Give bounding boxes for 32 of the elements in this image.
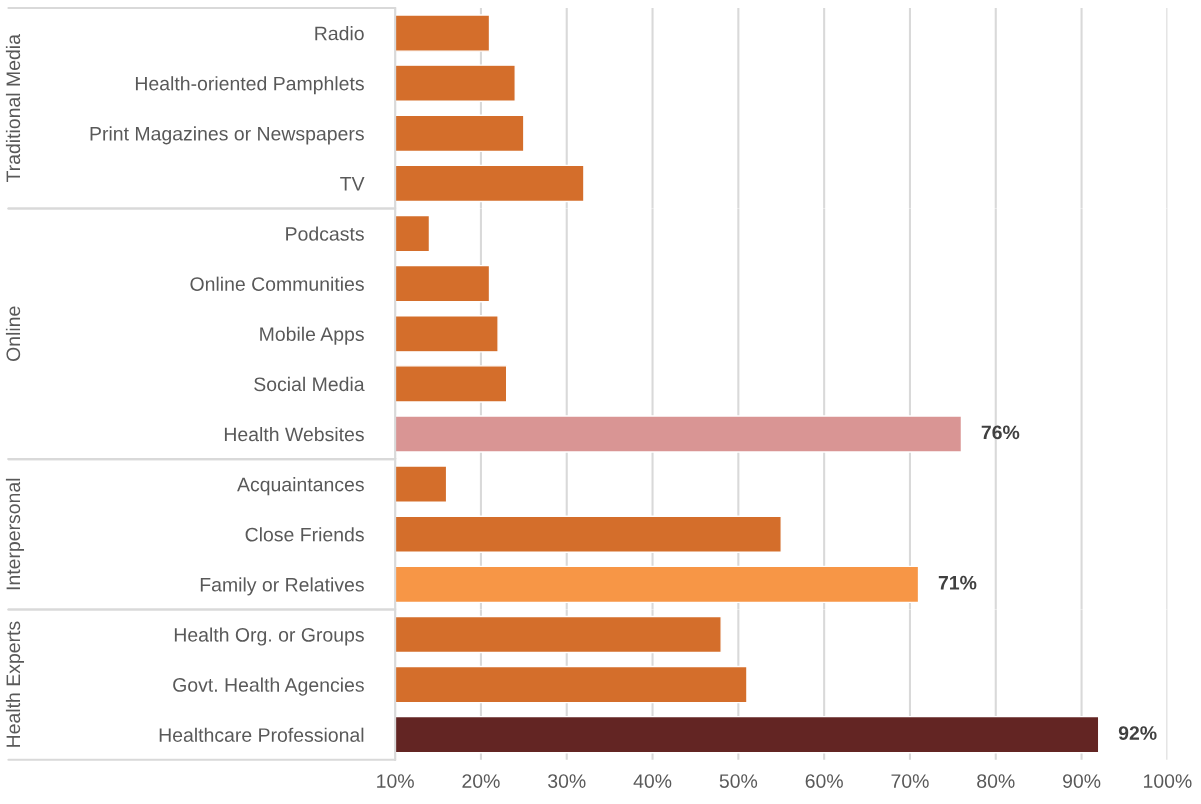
x-tick-label: 60%: [805, 774, 843, 788]
y-tick-label: Podcasts: [286, 226, 364, 241]
y-tick-label: TV: [340, 177, 365, 191]
y-tick-label: Healthcare Professional: [159, 727, 364, 742]
y-tick-label: Family or Relatives: [200, 577, 364, 596]
x-tick-label: 100%: [1143, 774, 1192, 788]
y-axis-title: Online: [5, 306, 21, 361]
y-tick-label: Govt. Health Agencies: [173, 677, 364, 696]
x-tick-label: 90%: [1063, 774, 1101, 788]
y-tick-label: Health Org. or Groups: [174, 627, 364, 646]
data-label: 71%: [938, 575, 977, 590]
y-axis-title: Traditional Media: [5, 34, 21, 183]
y-tick-label: Social Media: [254, 376, 365, 392]
y-axis-title: Health Experts: [5, 621, 25, 747]
x-tick-label: 50%: [719, 774, 758, 788]
y-tick-label: Print Magazines or Newspapers: [90, 126, 364, 145]
data-label: 92%: [1118, 726, 1157, 740]
x-tick-label: 80%: [977, 774, 1015, 788]
x-tick-label: 10%: [377, 774, 414, 788]
y-tick-label: Health-oriented Pamphlets: [135, 76, 364, 95]
x-tick-label: 70%: [891, 774, 929, 788]
y-tick-label: Acquaintances: [237, 477, 364, 496]
data-label: 76%: [981, 425, 1020, 440]
x-tick-label: 30%: [548, 774, 586, 788]
y-tick-label: Mobile Apps: [260, 326, 364, 345]
y-tick-label: Online Communities: [190, 276, 364, 291]
y-tick-label: Close Friends: [245, 527, 364, 542]
x-tick-label: 20%: [462, 774, 500, 788]
y-tick-label: Health Websites: [224, 426, 364, 442]
y-tick-label: Radio: [315, 26, 364, 41]
x-tick-label: 40%: [633, 774, 672, 788]
y-axis-title: Interpersonal: [5, 478, 25, 590]
